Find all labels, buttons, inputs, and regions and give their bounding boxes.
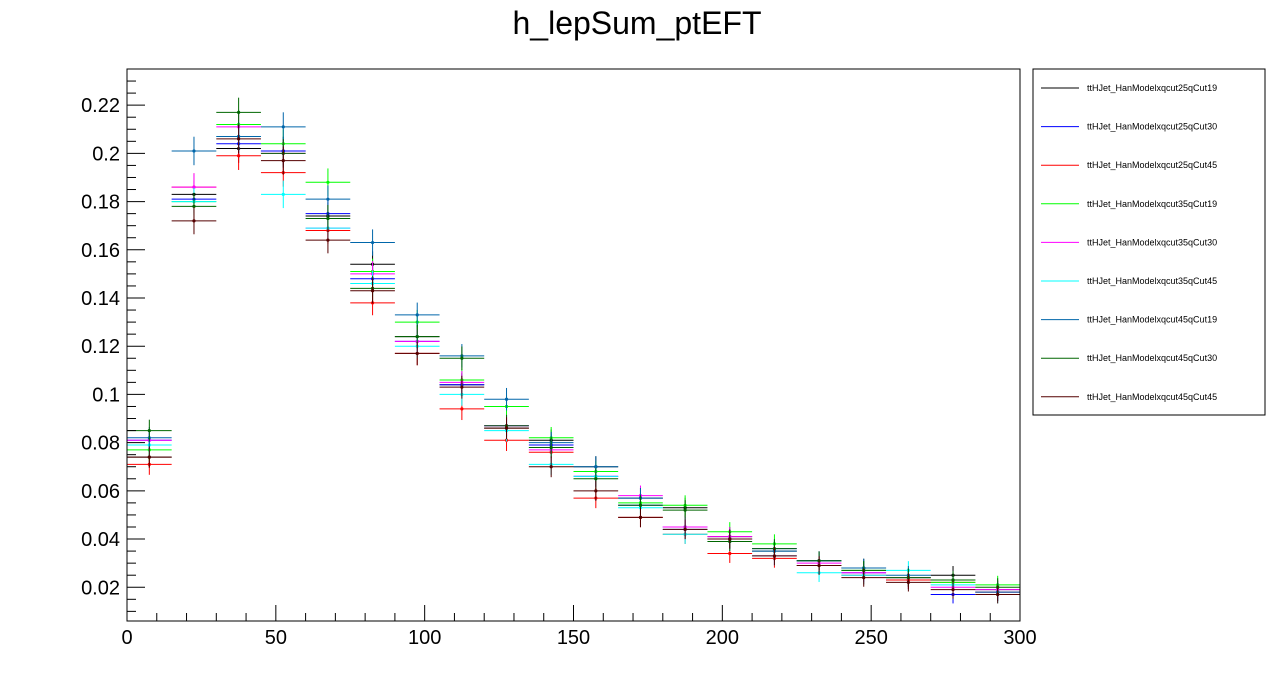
y-tick-label: 0.1 <box>92 384 120 406</box>
y-tick-label: 0.14 <box>81 288 120 310</box>
data-point <box>415 334 419 339</box>
legend-label: ttHJet_HanModelxqcut45qCut19 <box>1087 315 1217 325</box>
data-point <box>594 477 598 481</box>
plot-area <box>127 97 1020 604</box>
y-tick-label: 0.06 <box>81 481 120 503</box>
data-point <box>594 489 598 493</box>
legend-label: ttHJet_HanModelxqcut35qCut45 <box>1087 276 1217 286</box>
legend-label: ttHJet_HanModelxqcut45qCut45 <box>1087 392 1217 402</box>
data-point <box>415 351 419 356</box>
data-point <box>326 197 330 201</box>
series-ttHJet_HanModelxqcut45qCut45 <box>127 124 1020 604</box>
data-point <box>504 397 509 401</box>
data-point <box>460 385 464 389</box>
data-point <box>549 465 553 469</box>
y-tick-label: 0.02 <box>81 577 120 599</box>
series-ttHJet_HanModelxqcut35qCut30 <box>127 112 1020 599</box>
data-point <box>772 554 777 558</box>
chart-title: h_lepSum_ptEFT <box>512 5 761 41</box>
legend-label: ttHJet_HanModelxqcut45qCut30 <box>1087 353 1217 363</box>
data-point <box>415 313 419 317</box>
data-point <box>192 219 196 223</box>
data-point <box>549 445 553 450</box>
legend: ttHJet_HanModelxqcut25qCut19 ttHJet_HanMo… <box>1032 68 1266 416</box>
data-point <box>192 204 196 208</box>
y-tick-label: 0.22 <box>81 95 120 117</box>
legend-entries: ttHJet_HanModelxqcut25qCut19 ttHJet_HanMo… <box>1041 83 1217 402</box>
series-ttHJet_HanModelxqcut25qCut45 <box>127 141 1020 602</box>
legend-label: ttHJet_HanModelxqcut35qCut30 <box>1087 237 1217 247</box>
x-tick-label: 50 <box>265 627 287 649</box>
series-ttHJet_HanModelxqcut25qCut30 <box>127 129 1020 604</box>
data-point <box>460 356 464 360</box>
data-point <box>192 149 196 153</box>
x-tick-label: 300 <box>1003 627 1036 649</box>
data-point <box>728 551 732 556</box>
data-point <box>237 154 241 158</box>
series-ttHJet_HanModelxqcut35qCut19 <box>127 109 1020 594</box>
data-point <box>460 407 464 411</box>
series-ttHJet_HanModelxqcut25qCut19 <box>127 134 1020 599</box>
data-point <box>147 455 151 459</box>
data-point <box>638 515 643 519</box>
data-point <box>728 537 732 541</box>
data-point <box>817 563 821 568</box>
data-point <box>504 426 509 430</box>
data-point <box>906 580 910 585</box>
data-point <box>237 110 241 114</box>
y-tick-label: 0.2 <box>92 143 120 165</box>
legend-label: ttHJet_HanModelxqcut35qCut19 <box>1087 199 1217 209</box>
legend-label: ttHJet_HanModelxqcut25qCut19 <box>1087 83 1217 93</box>
data-point <box>326 216 330 221</box>
data-point <box>370 289 375 293</box>
data-point <box>326 238 330 242</box>
data-point <box>683 508 687 512</box>
series-ttHJet_HanModelxqcut45qCut19 <box>127 112 1020 602</box>
series-ttHJet_HanModelxqcut35qCut45 <box>127 122 1020 604</box>
data-point <box>951 588 955 592</box>
axes: 0 50 100 150 200 250 300 0.02 0.04 0.06 0.08 0.1 0.1… <box>81 80 1037 649</box>
data-point <box>192 185 196 189</box>
y-tick-label: 0.16 <box>81 240 120 262</box>
data-point <box>996 592 1000 597</box>
data-point <box>281 192 285 196</box>
data-point <box>326 180 330 184</box>
y-tick-label: 0.08 <box>81 433 120 455</box>
x-tick-label: 150 <box>557 627 590 649</box>
data-point <box>683 527 687 532</box>
data-point <box>147 428 151 433</box>
x-tick-label: 250 <box>854 627 887 649</box>
data-point <box>951 578 955 582</box>
data-point <box>594 465 598 469</box>
data-point <box>370 240 375 245</box>
plot-frame <box>126 68 1021 622</box>
data-point <box>638 503 643 507</box>
data-point <box>281 125 285 129</box>
y-tick-label: 0.12 <box>81 336 120 358</box>
x-tick-label: 200 <box>706 627 739 649</box>
x-tick-label: 100 <box>408 627 441 649</box>
x-tick-label: 0 <box>121 627 132 649</box>
data-point <box>237 137 241 141</box>
legend-label: ttHJet_HanModelxqcut25qCut30 <box>1087 122 1217 132</box>
data-point <box>862 576 866 580</box>
legend-label: ttHJet_HanModelxqcut25qCut45 <box>1087 160 1217 170</box>
y-tick-label: 0.04 <box>81 529 120 551</box>
y-tick-label: 0.18 <box>81 192 120 214</box>
data-point <box>281 158 285 163</box>
